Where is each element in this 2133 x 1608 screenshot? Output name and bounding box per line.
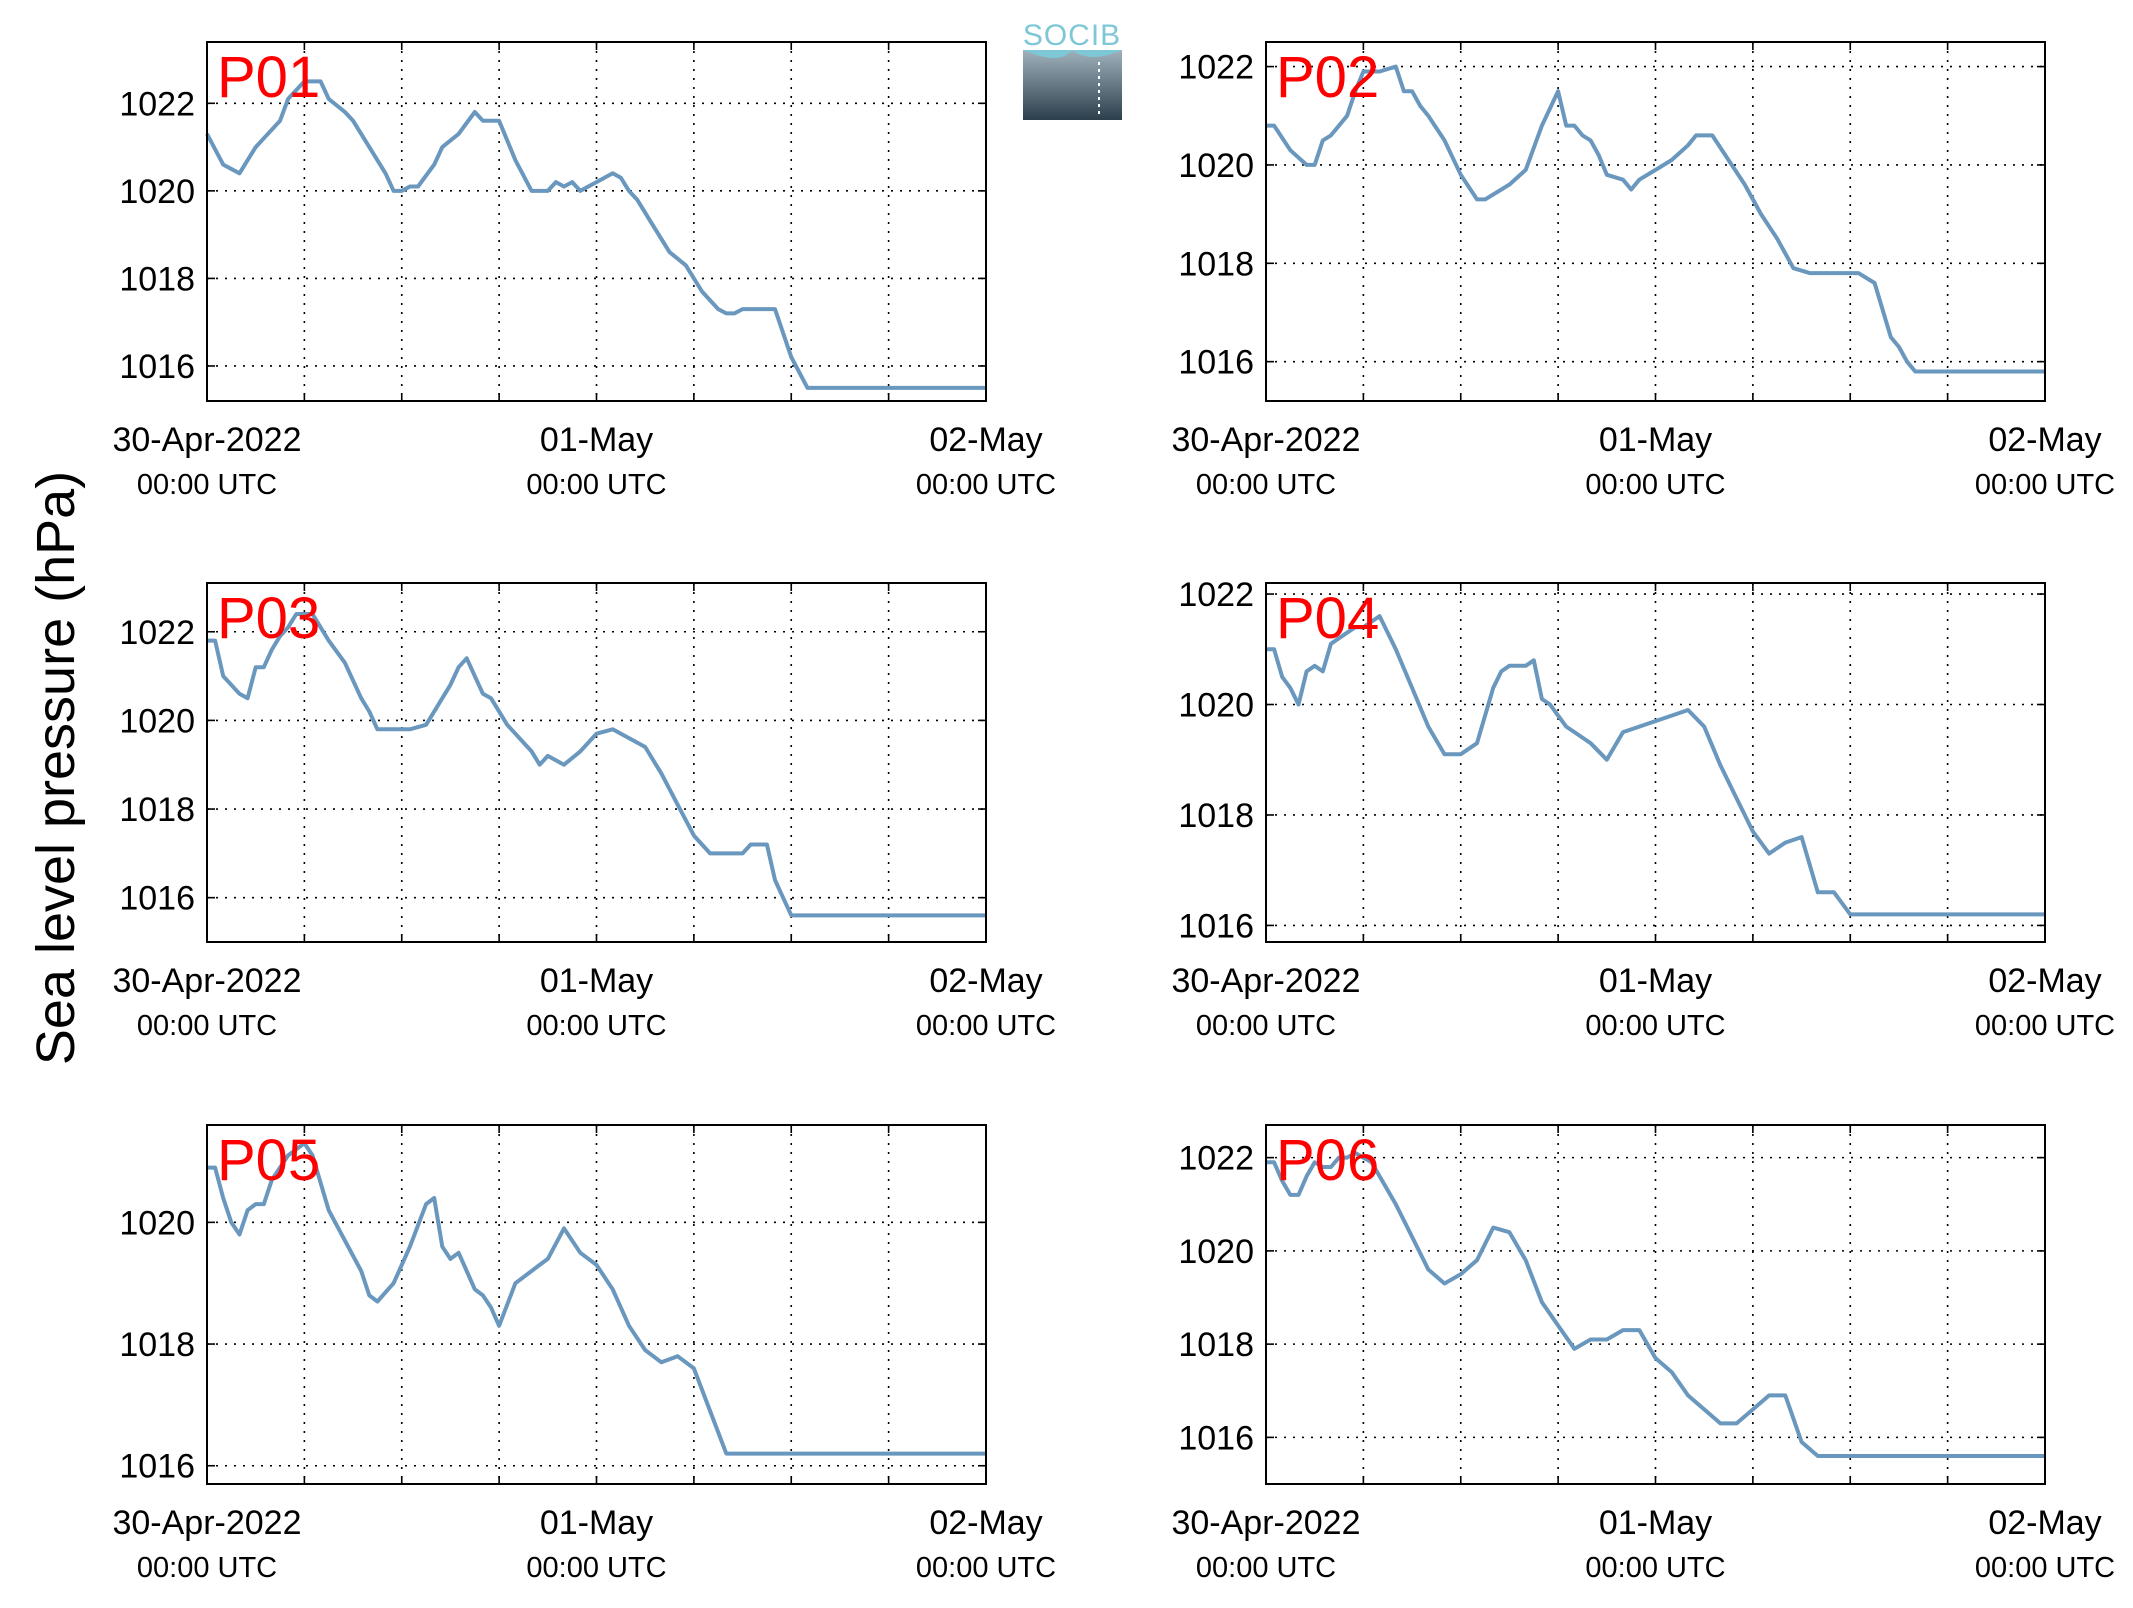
pressure-series-line <box>1266 64 2045 374</box>
y-tick-label: 1018 <box>1178 245 1254 283</box>
x-tick-sublabel: 00:00 UTC <box>916 1010 1056 1042</box>
x-tick-label: 01-May <box>1599 421 1712 459</box>
y-tick-label: 1020 <box>1178 147 1254 185</box>
pressure-series-line <box>1266 1151 2045 1458</box>
y-tick-label: 1022 <box>1178 576 1254 614</box>
y-tick-label: 1020 <box>119 173 195 211</box>
x-tick-sublabel: 00:00 UTC <box>137 469 277 501</box>
y-tick-label: 1016 <box>119 1448 195 1486</box>
y-tick-label: 1018 <box>119 260 195 298</box>
pressure-series-line <box>207 612 986 918</box>
panel-p02: 1016 1018 1020 1022 30-Apr-2022 00:00 UTC 01-M… <box>1171 41 2115 501</box>
x-tick-label: 30-Apr-2022 <box>112 421 301 459</box>
x-tick-sublabel: 00:00 UTC <box>1585 1552 1725 1584</box>
x-tick-sublabel: 00:00 UTC <box>1196 1552 1336 1584</box>
x-tick-label: 02-May <box>929 1504 1042 1542</box>
pressure-series-line <box>205 79 986 390</box>
y-tick-label: 1016 <box>119 348 195 386</box>
plot-frame <box>206 41 987 402</box>
x-tick-sublabel: 00:00 UTC <box>526 1010 666 1042</box>
x-tick-label: 02-May <box>1988 1504 2101 1542</box>
y-tick-label: 1020 <box>119 702 195 740</box>
y-tick-label: 1018 <box>119 791 195 829</box>
x-tick-label: 02-May <box>1988 421 2101 459</box>
x-tick-label: 01-May <box>1599 1504 1712 1542</box>
plot-frame <box>1265 1124 2046 1485</box>
x-tick-sublabel: 00:00 UTC <box>1196 1010 1336 1042</box>
x-tick-sublabel: 00:00 UTC <box>137 1010 277 1042</box>
panel-p05: 1016 1018 1020 30-Apr-2022 00:00 UTC 01-May 00… <box>112 1124 1056 1584</box>
x-tick-sublabel: 00:00 UTC <box>526 469 666 501</box>
x-tick-label: 01-May <box>540 962 653 1000</box>
x-tick-sublabel: 00:00 UTC <box>916 1552 1056 1584</box>
x-tick-label: 01-May <box>540 1504 653 1542</box>
plot-frame <box>1265 41 2046 402</box>
station-label: P01 <box>217 45 320 110</box>
y-tick-label: 1016 <box>119 880 195 918</box>
x-tick-sublabel: 00:00 UTC <box>916 469 1056 501</box>
x-tick-sublabel: 00:00 UTC <box>1585 469 1725 501</box>
plot-frame <box>206 582 987 943</box>
plot-frame <box>206 1124 987 1485</box>
x-tick-sublabel: 00:00 UTC <box>1196 469 1336 501</box>
x-tick-label: 02-May <box>929 962 1042 1000</box>
y-tick-label: 1016 <box>1178 907 1254 945</box>
x-tick-label: 02-May <box>929 421 1042 459</box>
x-tick-sublabel: 00:00 UTC <box>137 1552 277 1584</box>
panel-p03: 1016 1018 1020 1022 30-Apr-2022 00:00 UTC 01-M… <box>112 582 1056 1042</box>
x-tick-sublabel: 00:00 UTC <box>1975 469 2115 501</box>
x-tick-sublabel: 00:00 UTC <box>1975 1552 2115 1584</box>
y-tick-label: 1018 <box>119 1326 195 1364</box>
socib-logo: SOCIB <box>1023 19 1122 120</box>
y-tick-label: 1022 <box>1178 1140 1254 1178</box>
y-tick-label: 1022 <box>1178 49 1254 87</box>
y-tick-label: 1020 <box>119 1204 195 1242</box>
panel-p01: 1016 1018 1020 1022 30-Apr-2022 00:00 UTC 01-M… <box>112 41 1056 501</box>
x-tick-label: 01-May <box>1599 962 1712 1000</box>
socib-logo-text: SOCIB <box>1023 19 1121 52</box>
x-tick-label: 02-May <box>1988 962 2101 1000</box>
station-label: P02 <box>1276 45 1379 110</box>
pressure-series-line <box>1266 614 2045 917</box>
y-tick-label: 1018 <box>1178 797 1254 835</box>
x-tick-label: 01-May <box>540 421 653 459</box>
station-label: P05 <box>217 1128 320 1193</box>
x-tick-sublabel: 00:00 UTC <box>1585 1010 1725 1042</box>
panel-p06: 1016 1018 1020 1022 30-Apr-2022 00:00 UTC 01-M… <box>1171 1124 2115 1584</box>
y-tick-label: 1016 <box>1178 344 1254 382</box>
y-tick-label: 1018 <box>1178 1326 1254 1364</box>
y-tick-label: 1020 <box>1178 687 1254 725</box>
station-label: P04 <box>1276 586 1379 651</box>
plot-frame <box>1265 582 2046 943</box>
y-tick-label: 1016 <box>1178 1419 1254 1457</box>
x-tick-sublabel: 00:00 UTC <box>1975 1010 2115 1042</box>
station-label: P03 <box>217 586 320 651</box>
panel-p04: 1016 1018 1020 1022 30-Apr-2022 00:00 UTC 01-M… <box>1171 576 2115 1042</box>
x-tick-label: 30-Apr-2022 <box>1171 1504 1360 1542</box>
station-label: P06 <box>1276 1128 1379 1193</box>
x-tick-label: 30-Apr-2022 <box>112 1504 301 1542</box>
x-tick-label: 30-Apr-2022 <box>1171 421 1360 459</box>
y-axis-label: Sea level pressure (hPa) <box>26 471 86 1065</box>
y-tick-label: 1022 <box>119 85 195 123</box>
pressure-series-line <box>207 1141 986 1456</box>
x-tick-label: 30-Apr-2022 <box>112 962 301 1000</box>
y-tick-label: 1020 <box>1178 1233 1254 1271</box>
x-tick-sublabel: 00:00 UTC <box>526 1552 666 1584</box>
x-tick-label: 30-Apr-2022 <box>1171 962 1360 1000</box>
y-tick-label: 1022 <box>119 614 195 652</box>
